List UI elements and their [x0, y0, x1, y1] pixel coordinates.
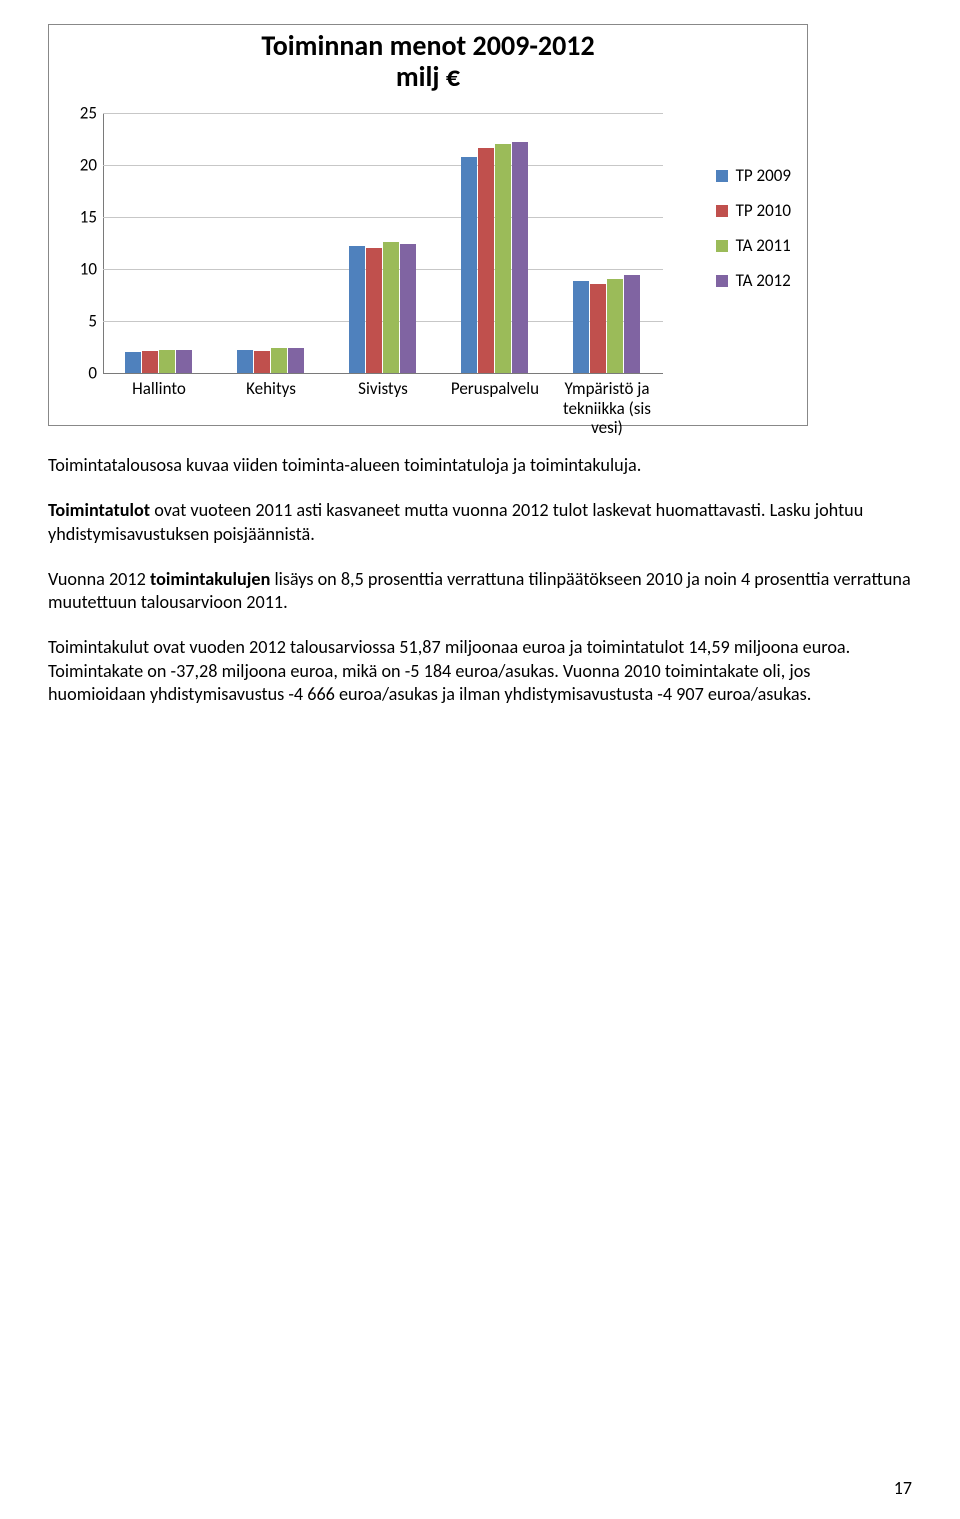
document-page: Toiminnan menot 2009-2012 milj € 0510152… [0, 0, 960, 752]
bar [461, 157, 477, 373]
chart-legend: TP 2009 TP 2010 TA 2011 TA 2012 [716, 165, 791, 305]
bar [383, 242, 399, 373]
y-tick-label: 5 [67, 311, 97, 332]
grid-line [103, 217, 663, 218]
legend-item: TP 2009 [716, 165, 791, 186]
x-axis-label: Hallinto [103, 373, 215, 399]
bar [590, 284, 606, 373]
y-tick-label: 0 [67, 363, 97, 384]
p3-bold: toimintakulujen [150, 568, 270, 590]
grid-line [103, 165, 663, 166]
legend-swatch [716, 275, 728, 287]
paragraph-2: Toimintatulot ovat vuoteen 2011 asti kas… [48, 499, 912, 546]
chart-title: Toiminnan menot 2009-2012 milj € [49, 31, 807, 93]
legend-label: TA 2012 [736, 270, 791, 291]
chart-plot-area: 0510152025HallintoKehitysSivistysPeruspa… [103, 113, 663, 373]
legend-item: TA 2011 [716, 235, 791, 256]
legend-swatch [716, 205, 728, 217]
x-axis-label: Ympäristö jatekniikka (sisvesi) [551, 373, 663, 438]
x-axis-label: Sivistys [327, 373, 439, 399]
p2-rest: ovat vuoteen 2011 asti kasvaneet mutta v… [48, 499, 863, 544]
paragraph-3: Vuonna 2012 toimintakulujen lisäys on 8,… [48, 568, 912, 615]
p2-bold: Toimintatulot [48, 499, 150, 521]
paragraph-1: Toimintatalousosa kuvaa viiden toiminta-… [48, 454, 912, 477]
bar [624, 275, 640, 373]
bar [349, 246, 365, 373]
legend-item: TA 2012 [716, 270, 791, 291]
bar [607, 279, 623, 373]
x-axis-label: Kehitys [215, 373, 327, 399]
expenses-chart: Toiminnan menot 2009-2012 milj € 0510152… [48, 24, 808, 426]
bar [176, 350, 192, 373]
y-tick-label: 15 [67, 207, 97, 228]
y-tick-label: 20 [67, 155, 97, 176]
chart-title-line2: milj € [396, 59, 460, 94]
legend-label: TP 2010 [736, 200, 791, 221]
p3-a: Vuonna 2012 [48, 568, 150, 590]
bar [125, 352, 141, 373]
x-axis-label: Peruspalvelu [439, 373, 551, 399]
body-text: Toimintatalousosa kuvaa viiden toiminta-… [48, 454, 912, 706]
legend-item: TP 2010 [716, 200, 791, 221]
page-number: 17 [894, 1477, 912, 1499]
bar [366, 248, 382, 373]
bar [495, 144, 511, 373]
legend-label: TA 2011 [736, 235, 791, 256]
legend-swatch [716, 240, 728, 252]
chart-title-line1: Toiminnan menot 2009-2012 [261, 28, 594, 63]
bar [478, 148, 494, 373]
y-tick-label: 10 [67, 259, 97, 280]
bar [400, 244, 416, 373]
bar [288, 348, 304, 373]
bar [254, 351, 270, 373]
bar [271, 348, 287, 373]
y-axis [103, 113, 104, 373]
bar [512, 142, 528, 373]
bar [159, 350, 175, 373]
legend-swatch [716, 170, 728, 182]
bar [573, 281, 589, 373]
legend-label: TP 2009 [736, 165, 791, 186]
bar [237, 350, 253, 373]
grid-line [103, 113, 663, 114]
bar [142, 351, 158, 373]
paragraph-4: Toimintakulut ovat vuoden 2012 talousarv… [48, 636, 912, 706]
y-tick-label: 25 [67, 103, 97, 124]
